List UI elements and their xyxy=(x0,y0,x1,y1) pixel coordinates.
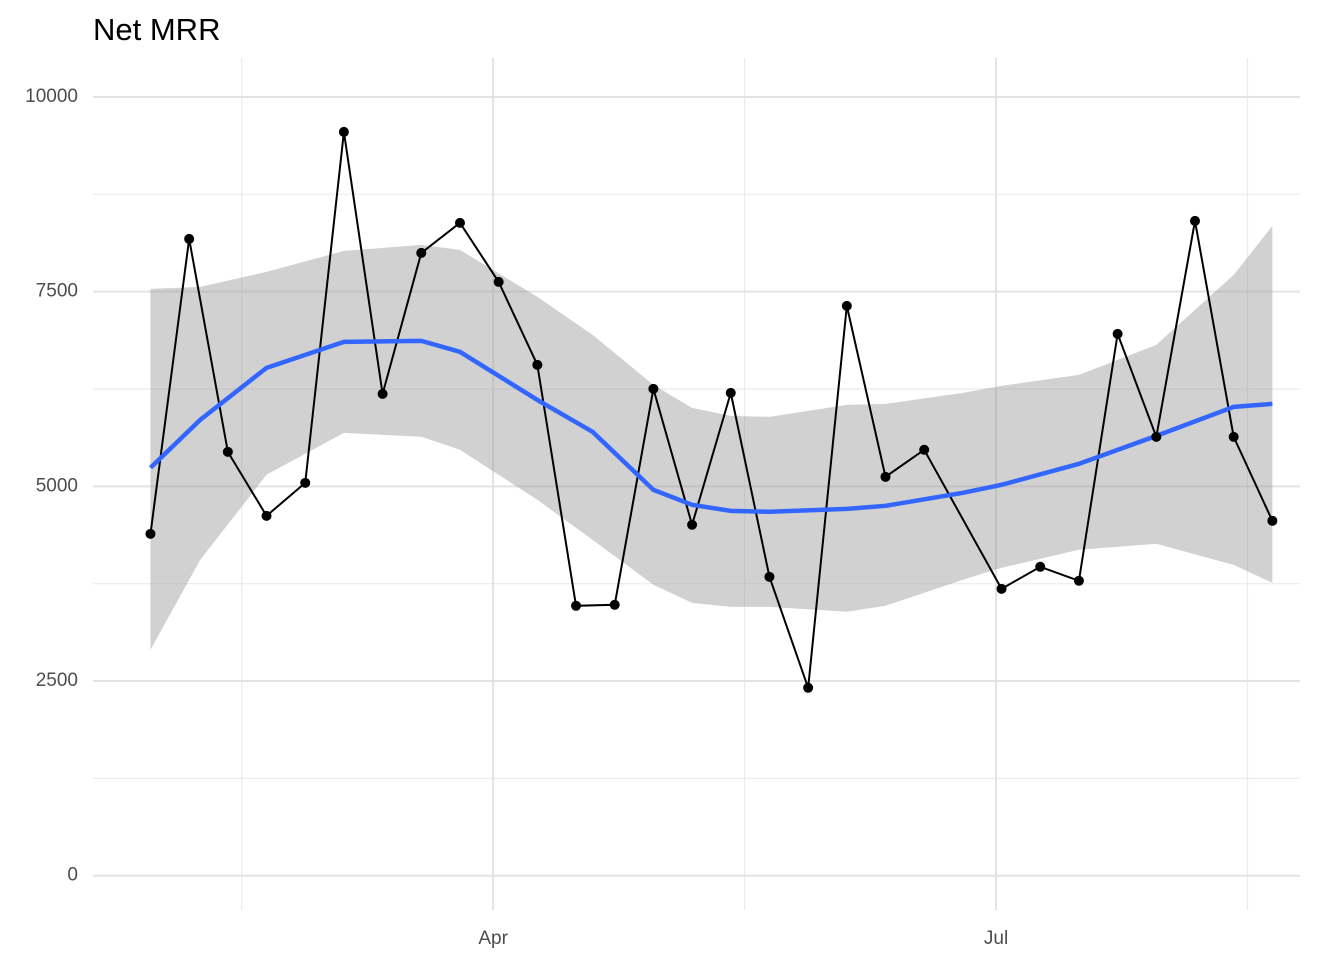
data-point xyxy=(1035,561,1046,572)
data-point xyxy=(493,276,504,287)
data-point xyxy=(996,583,1007,594)
data-point xyxy=(687,519,698,530)
data-point xyxy=(1267,515,1278,526)
y-tick-label: 5000 xyxy=(36,475,78,496)
data-point xyxy=(648,383,659,394)
data-point xyxy=(300,477,311,488)
smooth-line xyxy=(148,338,1273,515)
data-point xyxy=(1073,575,1084,586)
data-point xyxy=(764,571,775,582)
data-point xyxy=(338,126,349,137)
data-point xyxy=(919,444,930,455)
x-tick-label: Jul xyxy=(984,928,1008,949)
chart-title: Net MRR xyxy=(93,12,220,47)
y-tick-label: 2500 xyxy=(36,670,78,691)
data-point xyxy=(803,682,814,693)
x-tick-label: Apr xyxy=(478,928,508,949)
data-point xyxy=(725,387,736,398)
data-point xyxy=(184,233,195,244)
data-point xyxy=(532,359,543,370)
data-point xyxy=(222,446,233,457)
data-point xyxy=(1151,431,1162,442)
y-tick-label: 0 xyxy=(67,865,78,886)
data-point xyxy=(609,599,620,610)
data-point xyxy=(571,600,582,611)
data-point xyxy=(145,528,156,539)
data-point xyxy=(1228,431,1239,442)
data-point xyxy=(841,300,852,311)
data-point xyxy=(1189,215,1200,226)
data-point xyxy=(377,388,388,399)
data-point xyxy=(1112,328,1123,339)
data-point xyxy=(880,471,891,482)
y-tick-label: 7500 xyxy=(36,281,78,302)
data-point xyxy=(261,510,272,521)
y-tick-label: 10000 xyxy=(25,86,78,107)
confidence-band xyxy=(150,225,1273,650)
data-point xyxy=(454,217,465,228)
data-point xyxy=(416,247,427,258)
